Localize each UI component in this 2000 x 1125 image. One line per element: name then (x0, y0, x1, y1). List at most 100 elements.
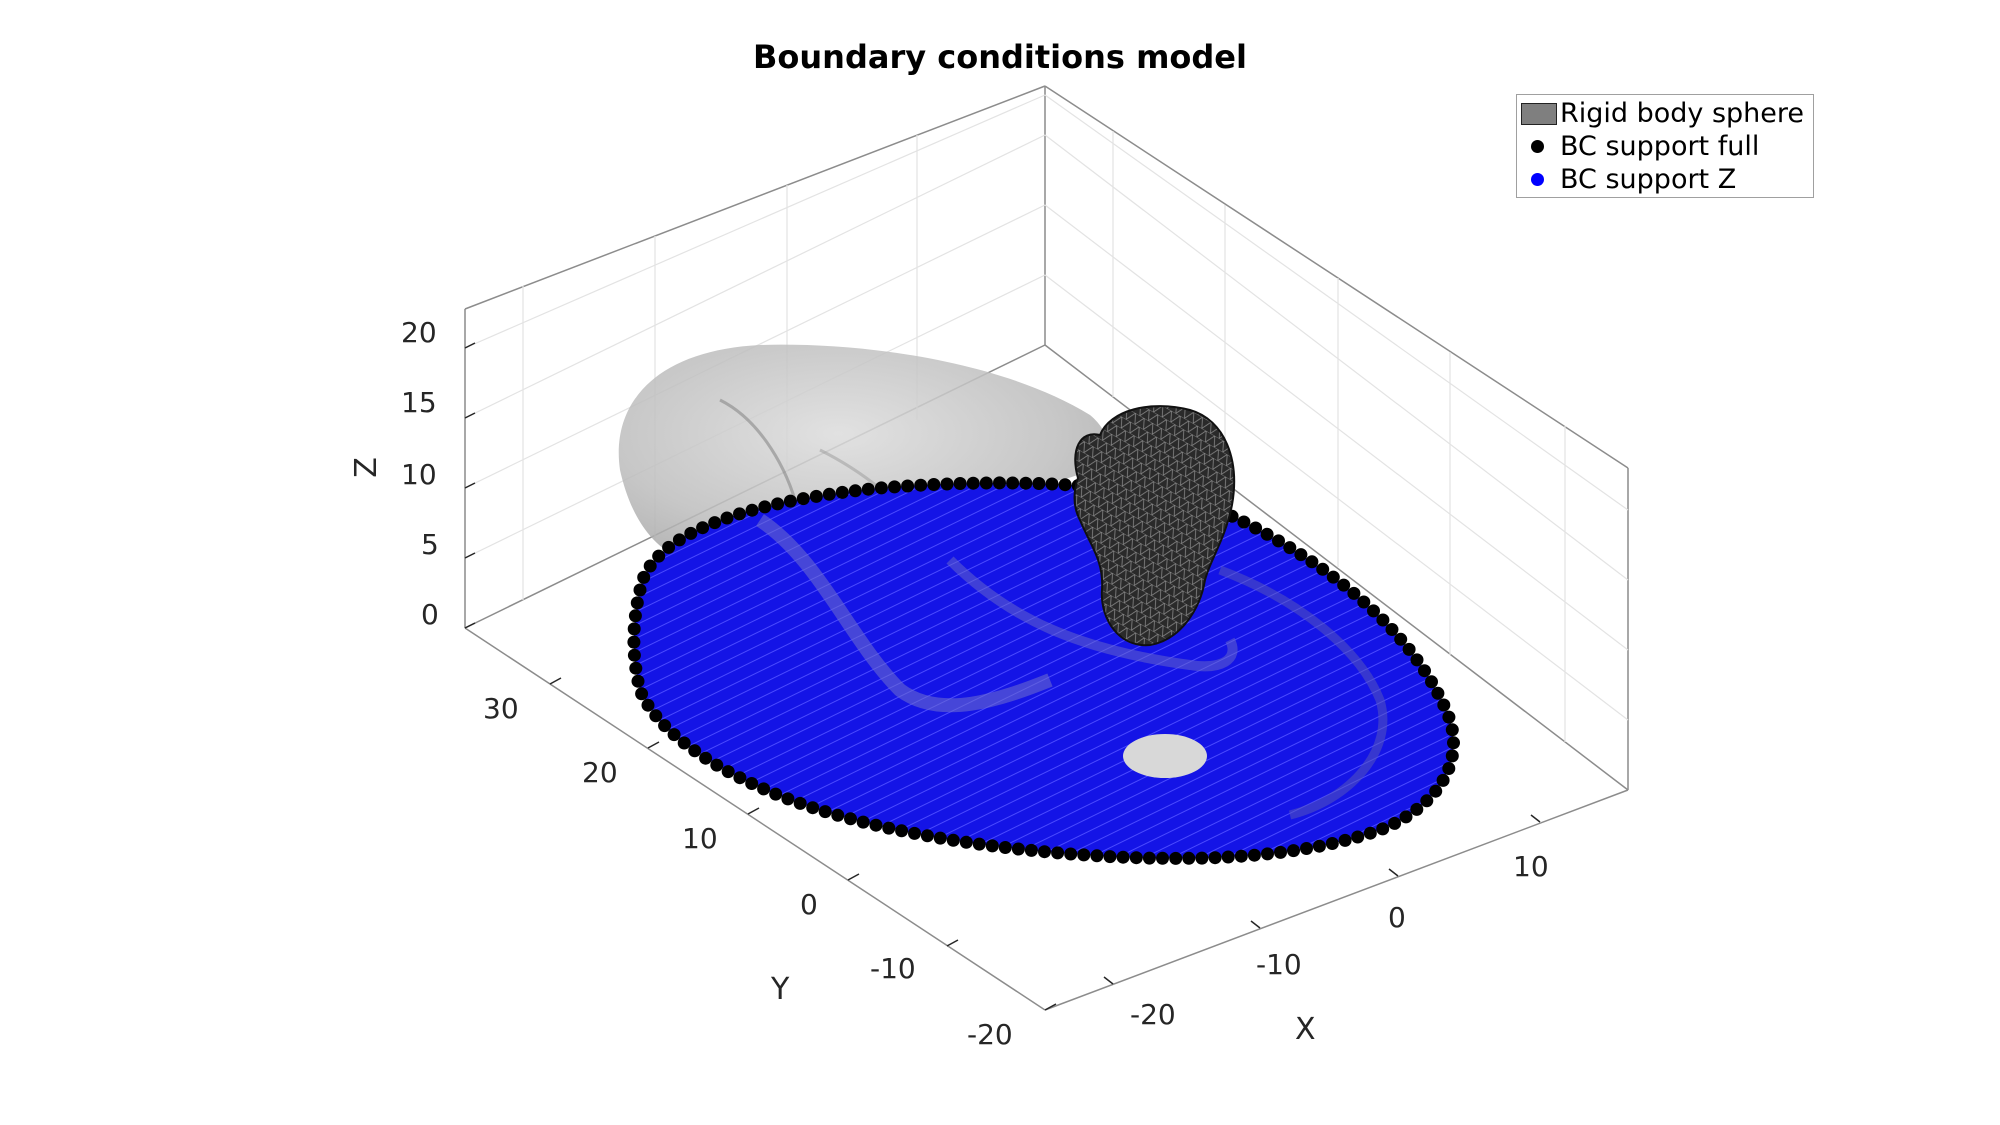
support-full-dot (643, 559, 657, 573)
support-full-dot (658, 719, 672, 733)
support-full-dot (809, 489, 823, 503)
support-full-dot (806, 801, 820, 815)
support-full-dot (783, 494, 797, 508)
x-axis-label: X (1295, 1012, 1316, 1047)
tick-marks (464, 342, 1541, 1011)
support-full-dot (1312, 839, 1326, 853)
support-full-dot (1287, 844, 1300, 858)
support-full-dot (635, 687, 649, 701)
support-full-dot (1376, 822, 1390, 836)
support-full-dot (758, 500, 772, 514)
support-full-dot (1447, 736, 1460, 750)
x-tick-m10: -10 (1256, 948, 1302, 981)
support-full-dot (1337, 578, 1351, 592)
support-full-dot (1006, 476, 1020, 490)
support-full-dot (667, 728, 681, 742)
support-full-dot (914, 478, 928, 492)
support-full-dot (633, 583, 647, 597)
y-tick-m20: -20 (967, 1018, 1013, 1051)
support-full-dot (796, 492, 810, 506)
support-full-dot (1326, 570, 1340, 584)
support-full-dot (933, 831, 947, 845)
y-tick-0: 0 (800, 888, 818, 921)
support-full-dot (1347, 586, 1361, 600)
support-full-dot (985, 839, 999, 853)
support-full-dot (869, 818, 883, 832)
support-full-dot (959, 835, 973, 849)
legend-dot-blue (1531, 173, 1544, 186)
z-tick-10: 10 (401, 458, 437, 491)
support-full-dot (1077, 848, 1091, 862)
support-full-dot (1274, 845, 1287, 859)
support-full-dot (1442, 710, 1456, 724)
support-full-dot (822, 487, 836, 501)
chart-title: Boundary conditions model (753, 38, 1247, 76)
support-full-dot (630, 596, 644, 610)
support-full-dot (940, 477, 954, 491)
support-full-dot (1045, 477, 1059, 491)
x-tick-m20: -20 (1130, 998, 1176, 1031)
support-full-dot (1325, 837, 1339, 850)
back-edge-top-left (464, 85, 1046, 310)
support-full-dot (1247, 848, 1261, 862)
support-full-dot (781, 792, 795, 806)
support-full-dot (628, 609, 642, 623)
z-axis-label: Z (348, 457, 384, 478)
support-full-dot (1103, 850, 1117, 864)
support-full-dot (688, 744, 702, 758)
support-full-dot (1402, 642, 1416, 656)
support-full-dot (920, 829, 934, 843)
support-full-dots (627, 476, 1460, 865)
support-full-dot (818, 805, 832, 819)
support-full-dot (708, 516, 722, 530)
support-z-region (633, 482, 1454, 859)
support-full-dot (1234, 849, 1248, 863)
support-full-dot (1385, 623, 1399, 636)
y-tick-m10: -10 (870, 952, 916, 985)
support-full-dot (684, 526, 698, 540)
support-full-dot (793, 796, 807, 810)
x-tick-0: 0 (1388, 901, 1406, 934)
support-full-dot (927, 478, 941, 491)
support-full-dot (1425, 675, 1438, 689)
support-full-dot (641, 698, 655, 712)
rigid-body-sphere (1073, 405, 1236, 647)
support-full-dot (901, 479, 915, 493)
support-full-dot (1351, 830, 1365, 844)
support-full-dot (1357, 595, 1371, 609)
x-axis-line (1044, 789, 1629, 1011)
support-full-dot (1032, 477, 1046, 490)
support-full-dot (1376, 613, 1390, 627)
support-full-dot (1437, 698, 1451, 712)
legend-label-support-z: BC support Z (1560, 164, 1737, 195)
support-full-dot (662, 540, 676, 554)
support-full-dot (637, 570, 651, 584)
support-full-dot (677, 736, 691, 750)
support-full-dot (1388, 816, 1402, 830)
support-full-dot (1445, 723, 1459, 737)
support-full-dot (888, 480, 901, 494)
legend-label-support-full: BC support full (1560, 131, 1760, 162)
support-full-dot (1399, 810, 1413, 824)
support-full-dot (1116, 850, 1130, 864)
support-full-dot (629, 661, 643, 675)
support-full-dot (745, 503, 759, 517)
support-full-dot (972, 837, 986, 851)
z-tick-15: 15 (401, 386, 437, 419)
support-full-dot (1305, 555, 1319, 569)
support-full-dot (1169, 851, 1183, 865)
support-full-dot (946, 833, 960, 847)
support-full-dot (953, 477, 967, 490)
support-full-dot (1182, 851, 1196, 865)
legend-label-rigid-body: Rigid body sphere (1560, 98, 1805, 129)
support-full-dot (1261, 847, 1274, 861)
support-full-dot (1300, 842, 1313, 855)
z-tick-20: 20 (401, 316, 437, 349)
support-full-dot (696, 521, 710, 535)
support-full-dot (1064, 847, 1078, 861)
support-full-dot (1436, 773, 1450, 787)
legend-entry-support-full: BC support full (1517, 130, 1815, 163)
support-full-dot (831, 808, 845, 822)
support-full-dot (1394, 632, 1408, 646)
legend-entry-support-z: BC support Z (1517, 163, 1815, 196)
